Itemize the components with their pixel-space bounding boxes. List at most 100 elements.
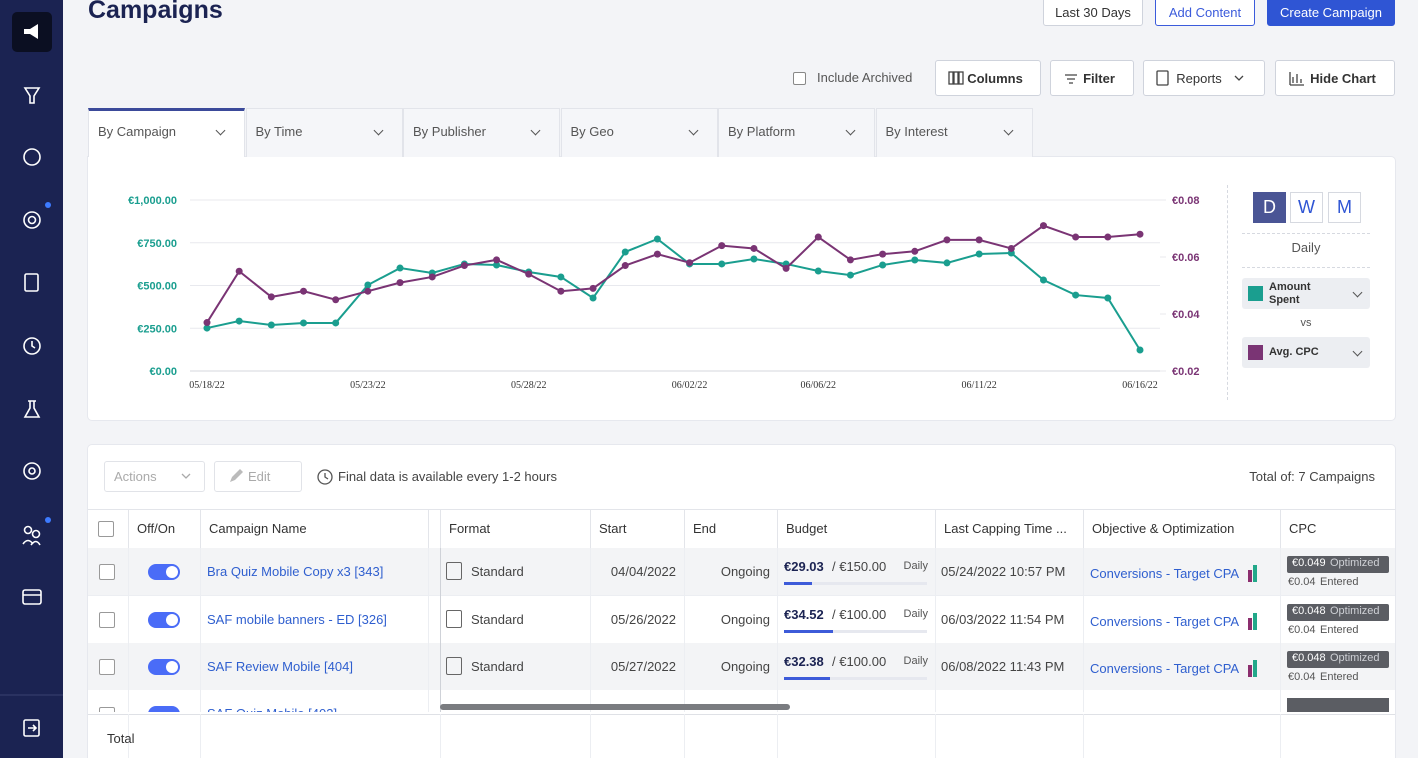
nav-lab-icon[interactable] xyxy=(23,400,41,418)
nav-settings-icon[interactable] xyxy=(23,462,41,480)
cpc-entered: €0.04 xyxy=(1288,670,1316,683)
series-point xyxy=(814,267,822,275)
legend-swatch xyxy=(1248,286,1263,301)
total-count: Total of: 7 Campaigns xyxy=(1249,469,1375,484)
nav-funnel-icon[interactable] xyxy=(23,87,41,104)
nav-target-icon[interactable] xyxy=(23,211,41,229)
column-header[interactable]: Campaign Name xyxy=(209,521,307,536)
filter-icon xyxy=(1065,74,1077,84)
series-point xyxy=(267,321,275,329)
end-date: Ongoing xyxy=(720,611,770,627)
column-separator xyxy=(1280,714,1281,758)
column-separator xyxy=(684,548,685,712)
header-checkbox[interactable] xyxy=(98,521,114,537)
series-point xyxy=(396,279,404,287)
series-point xyxy=(686,259,694,267)
objective[interactable]: Conversions - Target CPA xyxy=(1090,660,1240,676)
series-point xyxy=(814,233,822,241)
nav-clock-icon[interactable] xyxy=(23,337,41,355)
nav-users-body xyxy=(22,539,41,546)
toggle[interactable] xyxy=(148,706,180,712)
columns-icon xyxy=(953,71,959,85)
nav-billing-icon[interactable] xyxy=(22,589,42,605)
period-button[interactable]: W xyxy=(1290,192,1323,223)
series-selector[interactable] xyxy=(1242,337,1370,368)
columns-button[interactable]: Columns xyxy=(935,60,1041,96)
series-point xyxy=(975,250,983,258)
tab[interactable] xyxy=(560,108,718,157)
filter-button[interactable]: Filter xyxy=(1050,60,1134,96)
budget-spent: €34.52 xyxy=(784,606,824,622)
nav-globe-icon[interactable] xyxy=(23,148,41,166)
y2-tick-label: €0.02 xyxy=(1172,366,1200,378)
column-header[interactable]: Start xyxy=(599,521,627,536)
tab[interactable] xyxy=(403,108,560,157)
row-checkbox[interactable] xyxy=(99,707,115,712)
reports-button[interactable]: Reports xyxy=(1143,60,1265,96)
cpc-entered-label: Entered xyxy=(1320,670,1359,683)
campaign-name[interactable]: SAF mobile banners - ED [326] xyxy=(207,611,387,627)
panel-divider xyxy=(1242,233,1370,234)
nav-logout-icon[interactable] xyxy=(23,719,40,737)
budget-progress xyxy=(784,581,812,585)
cpc-entered-label: Entered xyxy=(1320,623,1359,636)
edit-button[interactable]: Edit xyxy=(214,461,302,492)
date-range-button[interactable]: Last 30 Days xyxy=(1043,0,1143,26)
column-separator xyxy=(935,509,936,548)
budget-track xyxy=(784,581,927,585)
objective[interactable]: Conversions - Target CPA xyxy=(1090,565,1240,581)
tab[interactable] xyxy=(875,108,1033,157)
series-point xyxy=(1104,294,1112,302)
series-point xyxy=(975,236,983,244)
column-header[interactable]: End xyxy=(693,521,717,536)
column-header[interactable]: CPC xyxy=(1289,521,1317,536)
period-button[interactable]: M xyxy=(1328,192,1361,223)
scrollbar[interactable] xyxy=(440,704,790,710)
nav-campaigns-icon[interactable] xyxy=(24,24,38,39)
tab[interactable] xyxy=(718,108,875,157)
column-header[interactable]: Objective & Optimization xyxy=(1092,521,1235,536)
include-archived-checkbox[interactable] xyxy=(793,72,806,85)
series-point xyxy=(332,296,340,304)
column-header[interactable]: Budget xyxy=(786,521,828,536)
budget-progress xyxy=(784,676,831,680)
column-separator xyxy=(590,714,591,758)
column-separator xyxy=(200,714,201,758)
column-header[interactable]: Format xyxy=(449,521,491,536)
cpc-badge xyxy=(1287,603,1389,621)
tab-label: By Platform xyxy=(728,124,796,139)
hide-chart-button[interactable]: Hide Chart xyxy=(1275,60,1395,96)
campaign-name[interactable]: Bra Quiz Mobile Copy x3 [343] xyxy=(207,563,384,579)
campaign-name[interactable]: SAF Review Mobile [404] xyxy=(207,658,353,674)
tab[interactable] xyxy=(245,108,403,157)
period-button[interactable]: D xyxy=(1253,192,1286,223)
column-header[interactable]: Last Capping Time ... xyxy=(944,521,1067,536)
series-point xyxy=(428,273,436,281)
column-header[interactable]: Off/On xyxy=(137,521,176,536)
series-line xyxy=(206,237,1141,351)
nav-users-icon[interactable] xyxy=(23,525,33,535)
nav-report-icon[interactable] xyxy=(24,273,39,292)
create-campaign-button[interactable]: Create Campaign xyxy=(1267,0,1395,26)
legend-label: Avg. CPC xyxy=(1269,346,1319,358)
series-point xyxy=(750,244,758,252)
add-content-button[interactable]: Add Content xyxy=(1155,0,1255,26)
campaign-name[interactable]: SAF Quiz Mobile [403] xyxy=(207,706,337,712)
row-checkbox[interactable] xyxy=(99,611,115,628)
budget-period: Daily xyxy=(903,654,928,667)
column-separator xyxy=(777,714,778,758)
column-separator xyxy=(590,548,591,712)
y2-tick-label: €0.08 xyxy=(1172,195,1200,207)
objective[interactable]: Conversions - Target CPA xyxy=(1090,613,1240,629)
tab-label: By Publisher xyxy=(413,124,486,139)
column-separator xyxy=(128,714,129,758)
row-checkbox[interactable] xyxy=(99,563,115,580)
row-checkbox[interactable] xyxy=(99,658,115,675)
series-point xyxy=(943,259,951,267)
tab[interactable] xyxy=(88,108,245,157)
column-separator xyxy=(440,714,441,758)
series-selector[interactable] xyxy=(1242,278,1370,309)
nav-badge xyxy=(45,202,51,208)
table-row xyxy=(88,548,1395,596)
